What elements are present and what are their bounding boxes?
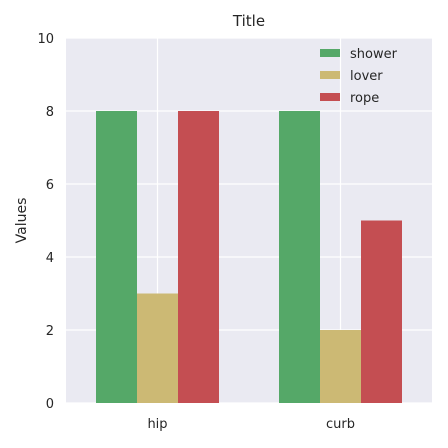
bars — [96, 111, 402, 403]
y-tick-labels: 0 2 4 6 8 10 — [37, 32, 54, 412]
legend-label-lover: lover — [350, 69, 383, 84]
x-tick-label: curb — [326, 417, 355, 432]
bar-lover-hip — [137, 293, 178, 403]
bar-shower-hip — [96, 111, 137, 403]
x-tick-label: hip — [147, 417, 167, 432]
legend: shower lover rope — [320, 47, 398, 106]
legend-swatch-rope — [320, 93, 340, 101]
bar-rope-hip — [178, 111, 219, 403]
chart-title: Title — [232, 12, 265, 30]
legend-swatch-shower — [320, 49, 340, 57]
legend-label-rope: rope — [350, 91, 379, 106]
bar-rope-curb — [361, 220, 402, 403]
legend-swatch-lover — [320, 71, 340, 79]
legend-label-shower: shower — [350, 47, 398, 62]
bar-lover-curb — [320, 330, 361, 403]
y-tick-label: 0 — [46, 397, 54, 412]
y-tick-label: 8 — [46, 105, 54, 120]
x-tick-labels: hip curb — [147, 417, 355, 432]
y-tick-label: 4 — [46, 251, 54, 266]
y-axis-label: Values — [14, 198, 30, 244]
y-tick-label: 6 — [46, 178, 54, 193]
y-tick-label: 2 — [46, 324, 54, 339]
y-tick-label: 10 — [37, 32, 54, 47]
bar-shower-curb — [279, 111, 320, 403]
